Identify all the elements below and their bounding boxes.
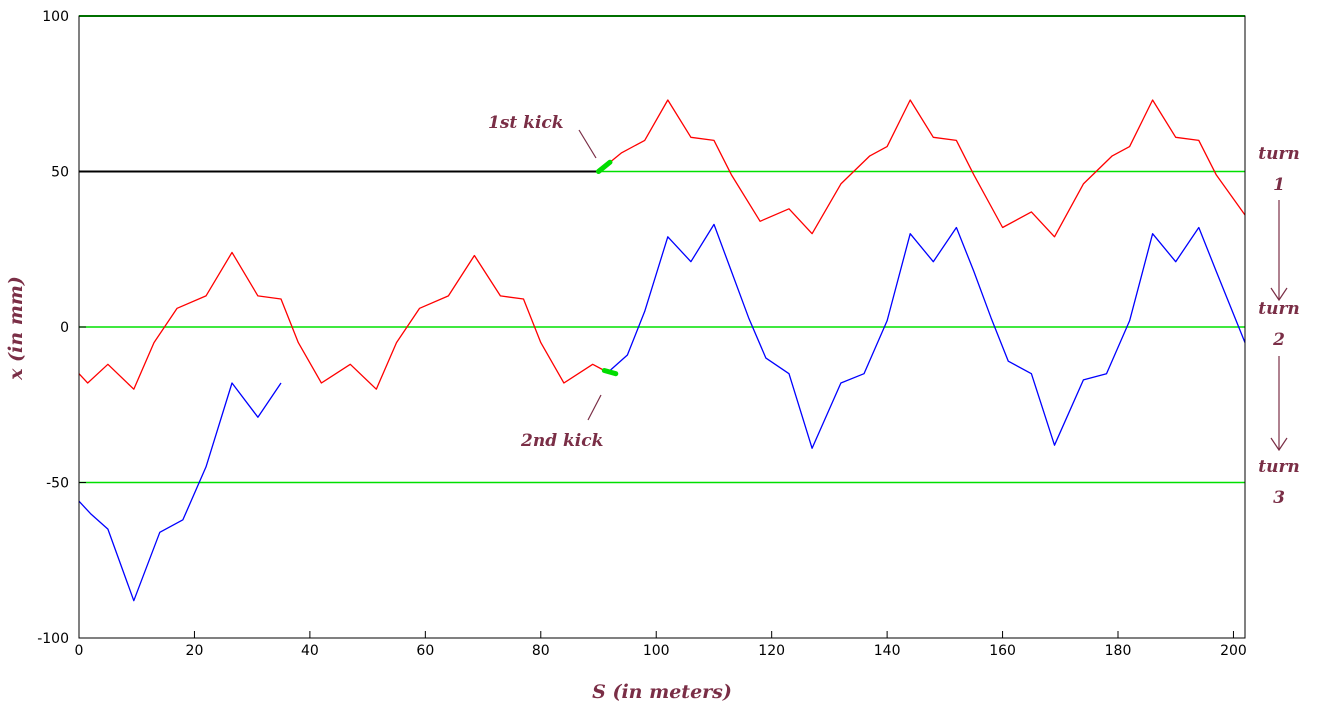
axis-ticks: 0 20 40 60 80 100 120 140 160 180 200 100 50 0 -50 -100: [37, 9, 1247, 659]
first-kick-pointer: [578, 129, 597, 159]
x-tick-label: 0: [75, 643, 84, 659]
turn-1-number: 1: [1273, 175, 1285, 195]
y-axis-title: x (in mm): [5, 276, 27, 381]
turn-2-red-trace: [600, 99, 1246, 238]
turn-3-label: turn: [1258, 457, 1300, 477]
x-tick-label: 20: [186, 643, 204, 659]
y-tick-label: -50: [46, 476, 69, 492]
y-tick-label: 100: [42, 9, 69, 25]
x-tick-label: 140: [874, 643, 901, 659]
turn-2-blue-trace: [609, 223, 1246, 449]
x-axis-title: S (in meters): [592, 681, 732, 703]
x-tick-label: 120: [758, 643, 785, 659]
first-kick-label: 1st kick: [488, 113, 564, 133]
turn-3-number: 3: [1273, 488, 1285, 508]
turn-2-label: turn: [1258, 299, 1300, 319]
x-tick-label: 80: [532, 643, 550, 659]
turn-2-number: 2: [1272, 330, 1285, 350]
y-tick-label: 0: [60, 320, 69, 336]
second-kick-label: 2nd kick: [520, 431, 603, 451]
second-kick-mark: [601, 368, 619, 377]
turn-1-blue-trace: [78, 382, 282, 602]
turn-1-red-trace: [78, 251, 610, 390]
turn-1-to-2-arrow: [1270, 200, 1288, 302]
y-tick-label: 50: [51, 165, 69, 181]
trace-layer: [78, 99, 1246, 602]
kick-markers: [596, 159, 619, 377]
first-kick-mark: [596, 159, 613, 174]
x-tick-label: 40: [301, 643, 319, 659]
second-kick-pointer: [587, 394, 602, 421]
turn-2-to-3-arrow: [1270, 356, 1288, 452]
x-tick-label: 200: [1220, 643, 1247, 659]
x-tick-label: 160: [989, 643, 1016, 659]
turn-1-label: turn: [1258, 144, 1300, 164]
x-tick-label: 60: [416, 643, 434, 659]
x-tick-label: 100: [643, 643, 670, 659]
x-tick-label: 180: [1105, 643, 1132, 659]
y-tick-label: -100: [37, 631, 69, 647]
